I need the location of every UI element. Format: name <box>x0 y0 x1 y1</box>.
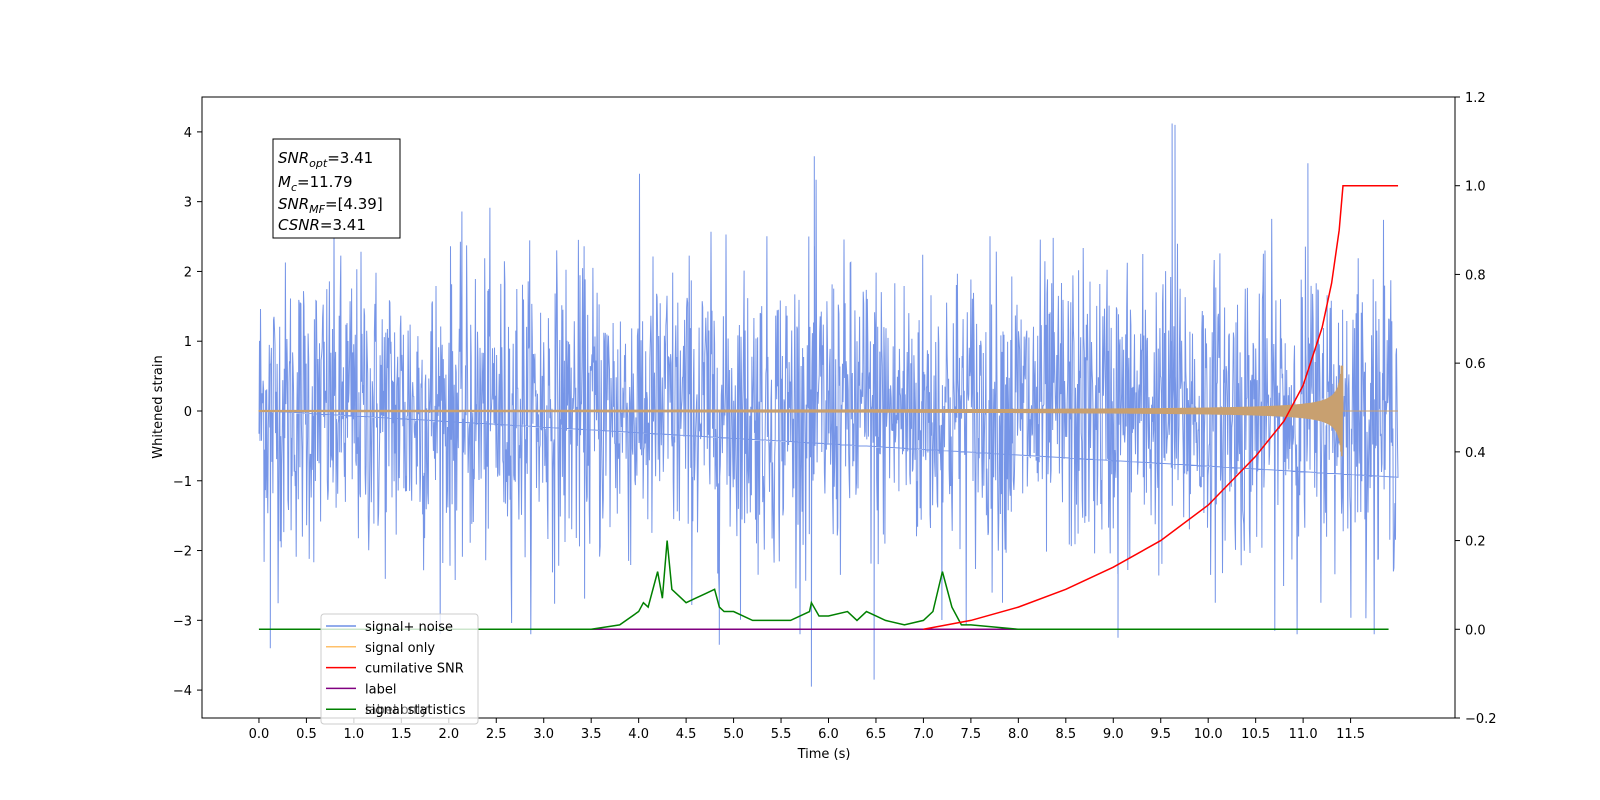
x-tick-label: 6.0 <box>818 727 839 742</box>
series-signal-only <box>258 365 1398 457</box>
series-signal-noise <box>258 123 1399 687</box>
x-tick-label: 6.5 <box>866 727 887 742</box>
annotation-line-2: Mc=11.79 <box>278 173 353 194</box>
annotation-box: SNRopt=3.41 Mc=11.79 SNRMF=[4.39] CSNR=3… <box>272 138 401 239</box>
x-tick-label: 0.5 <box>296 727 317 742</box>
y-axis-label: Whitened strain <box>151 355 166 458</box>
y-right-tick-label: −0.2 <box>1465 712 1497 727</box>
x-tick-label: 5.5 <box>771 727 792 742</box>
x-tick-label: 0.0 <box>249 727 270 742</box>
x-tick-label: 3.5 <box>581 727 602 742</box>
x-tick-label: 1.0 <box>344 727 365 742</box>
x-tick-label: 1.5 <box>391 727 412 742</box>
y-left-tick-label: 4 <box>184 126 192 141</box>
y-left-tick-label: 1 <box>184 335 192 350</box>
x-tick-label: 10.5 <box>1241 727 1270 742</box>
x-tick-label: 8.0 <box>1008 727 1029 742</box>
y-right-tick-label: 0.4 <box>1465 446 1486 461</box>
x-tick-label: 9.0 <box>1103 727 1124 742</box>
legend: signal+ noise signal only cumilative SNR la… <box>320 613 479 725</box>
legend-label: signal+ noise <box>365 620 453 635</box>
x-tick-label: 7.0 <box>913 727 934 742</box>
legend-label: signal only <box>365 641 435 656</box>
x-tick-label: 2.0 <box>438 727 459 742</box>
series-signal-statistics <box>258 540 1389 631</box>
x-tick-label: 4.0 <box>628 727 649 742</box>
y-left-tick-label: −2 <box>173 545 192 560</box>
x-tick-label: 11.0 <box>1289 727 1318 742</box>
legend-frame <box>320 613 479 725</box>
annotation-line-1: SNRopt=3.41 <box>278 149 373 170</box>
y-right-tick-label: 0.0 <box>1465 623 1486 638</box>
x-axis: 0.0 0.5 1.0 1.5 2.0 2.5 3.0 3.5 4.0 4.5 5.0 5.5 6.0 6… <box>249 718 1365 742</box>
x-tick-label: 2.5 <box>486 727 507 742</box>
y-left-tick-label: 0 <box>184 405 192 420</box>
series-cumulative-snr <box>923 184 1399 631</box>
y-right-tick-label: 0.8 <box>1465 268 1486 283</box>
y-left-tick-label: 3 <box>184 196 192 211</box>
legend-label: cumilative SNR <box>365 662 464 677</box>
y-right-tick-label: 1.2 <box>1465 91 1486 106</box>
x-tick-label: 11.5 <box>1336 727 1365 742</box>
legend-label: signal statistics <box>365 703 466 718</box>
y-left-tick-label: 2 <box>184 265 192 280</box>
y-right-tick-label: 1.0 <box>1465 180 1486 195</box>
x-tick-label: 4.5 <box>676 727 697 742</box>
x-tick-label: 10.0 <box>1194 727 1223 742</box>
annotation-line-4: CSNR=3.41 <box>278 216 366 234</box>
x-tick-label: 9.5 <box>1150 727 1171 742</box>
y-left-tick-label: −4 <box>173 684 192 699</box>
legend-label: label only <box>365 703 428 718</box>
x-tick-label: 3.0 <box>533 727 554 742</box>
annotation-line-3: SNRMF=[4.39] <box>278 195 383 216</box>
y-right-tick-label: 0.6 <box>1465 357 1486 372</box>
y-left-tick-label: −1 <box>173 475 192 490</box>
y-left-tick-label: −3 <box>173 614 192 629</box>
y-axis-right: −0.2 0.0 0.2 0.4 0.6 0.8 1.0 1.2 <box>1455 91 1497 727</box>
x-tick-label: 5.0 <box>723 727 744 742</box>
x-tick-label: 8.5 <box>1055 727 1076 742</box>
y-right-tick-label: 0.2 <box>1465 535 1486 550</box>
x-tick-label: 7.5 <box>961 727 982 742</box>
annotation-frame <box>272 138 401 239</box>
x-axis-label: Time (s) <box>797 747 851 762</box>
legend-label: label <box>365 682 396 697</box>
y-axis-left: −4 −3 −2 −1 0 1 2 3 4 <box>173 126 202 699</box>
